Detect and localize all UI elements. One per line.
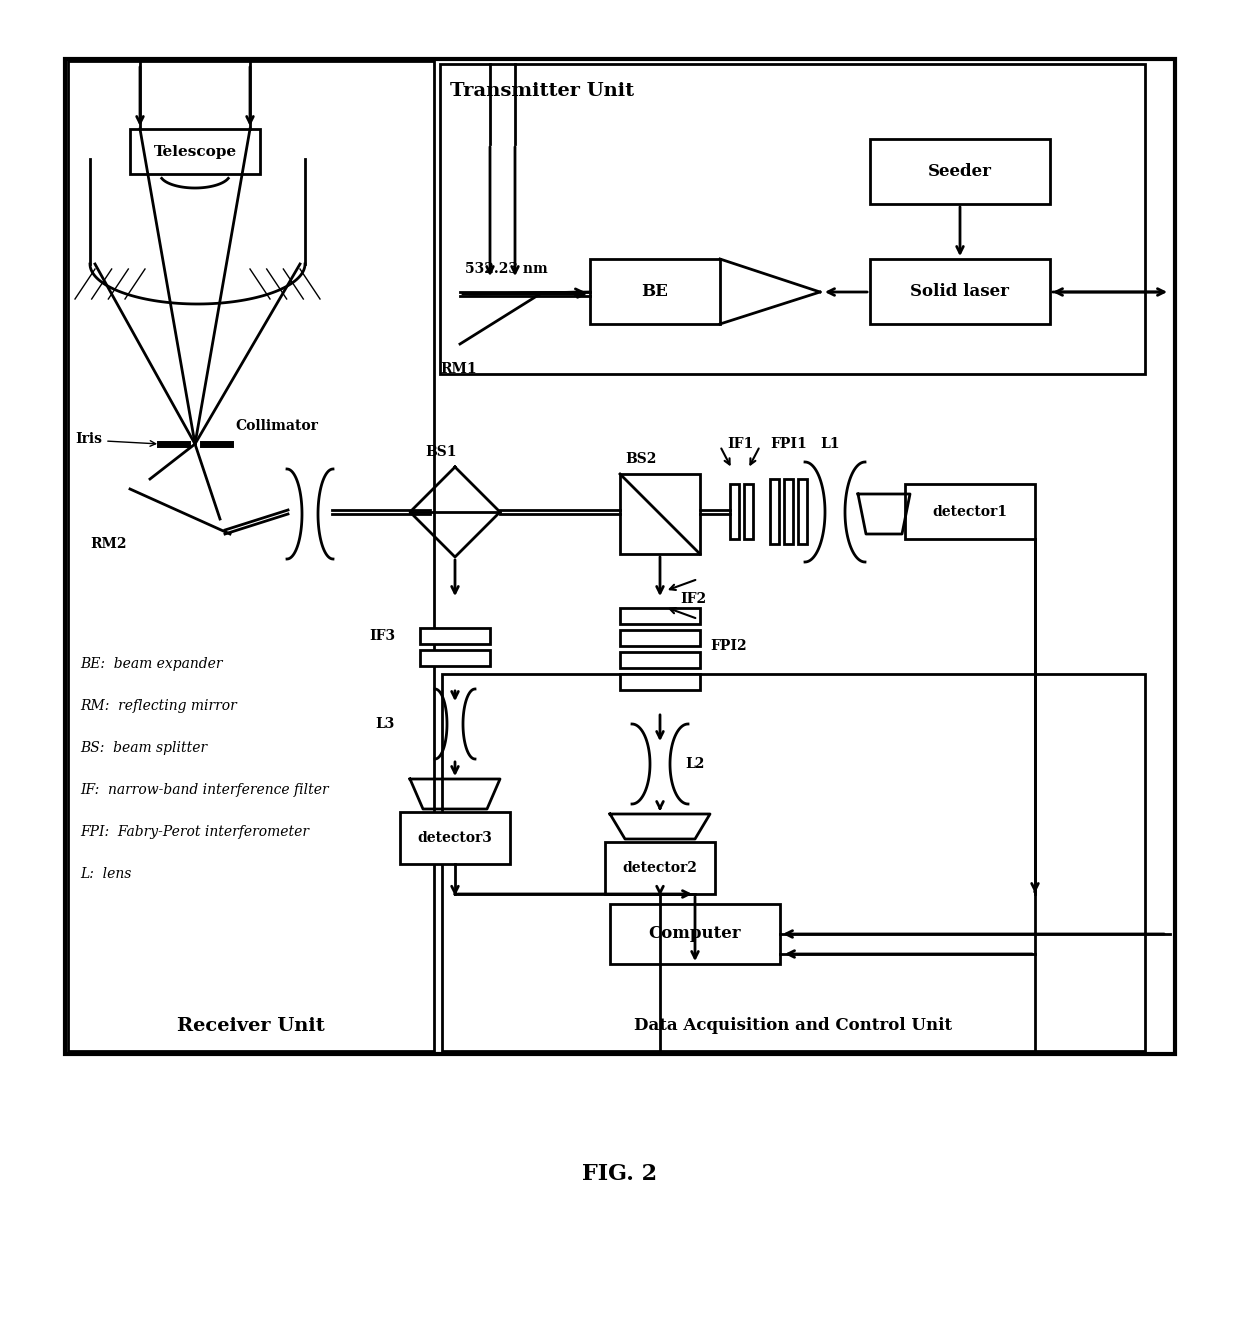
Text: L1: L1 [820, 437, 839, 452]
Text: BS:  beam splitter: BS: beam splitter [81, 741, 207, 755]
Text: BE:  beam expander: BE: beam expander [81, 657, 222, 671]
Text: Computer: Computer [649, 926, 742, 942]
Bar [744, 484, 753, 539]
Text: FPI2: FPI2 [711, 638, 746, 653]
Text: RM2: RM2 [91, 538, 126, 551]
Bar [605, 841, 715, 894]
Text: RM:  reflecting mirror: RM: reflecting mirror [81, 699, 237, 714]
Bar [620, 652, 701, 668]
Text: Collimator: Collimator [236, 419, 317, 433]
Bar [130, 129, 260, 173]
Bar [401, 812, 510, 864]
Text: FPI:  Fabry-Perot interferometer: FPI: Fabry-Perot interferometer [81, 825, 309, 839]
Bar [620, 474, 701, 554]
Text: L:  lens: L: lens [81, 867, 131, 882]
Bar [620, 630, 701, 646]
Bar [420, 628, 490, 644]
Bar [590, 259, 720, 324]
Text: Seeder: Seeder [928, 164, 992, 180]
Bar [620, 607, 701, 624]
Bar [620, 673, 701, 689]
Text: Transmitter Unit: Transmitter Unit [450, 82, 634, 99]
Text: BS1: BS1 [425, 445, 456, 460]
Bar [68, 60, 434, 1051]
Text: FIG. 2: FIG. 2 [583, 1163, 657, 1185]
Bar [420, 650, 490, 667]
Text: Data Acquisition and Control Unit: Data Acquisition and Control Unit [634, 1017, 952, 1035]
Text: FPI1: FPI1 [770, 437, 807, 452]
Text: Solid laser: Solid laser [910, 284, 1009, 301]
Bar [870, 138, 1050, 204]
Bar [784, 478, 794, 544]
Text: detector1: detector1 [932, 505, 1007, 519]
Text: L2: L2 [684, 757, 704, 771]
Text: RM1: RM1 [440, 362, 476, 376]
Text: IF2: IF2 [680, 591, 706, 606]
Text: Iris: Iris [74, 431, 102, 446]
Text: IF1: IF1 [727, 437, 753, 452]
Bar [440, 65, 1145, 374]
Text: BE: BE [641, 284, 668, 301]
Text: L3: L3 [376, 716, 396, 731]
Text: BS2: BS2 [625, 452, 656, 466]
Bar [770, 478, 779, 544]
Text: IF3: IF3 [368, 629, 396, 642]
Bar [870, 259, 1050, 324]
Bar [730, 484, 739, 539]
Bar [799, 478, 807, 544]
Text: IF:  narrow-band interference filter: IF: narrow-band interference filter [81, 784, 329, 797]
Text: detector3: detector3 [418, 831, 492, 845]
Text: Receiver Unit: Receiver Unit [177, 1017, 325, 1035]
Bar [610, 905, 780, 964]
Text: 532.23 nm: 532.23 nm [465, 262, 548, 276]
Bar [441, 673, 1145, 1051]
Text: Telescope: Telescope [154, 145, 237, 159]
Bar [64, 59, 1176, 1054]
Bar [905, 484, 1035, 539]
Text: detector2: detector2 [622, 862, 697, 875]
